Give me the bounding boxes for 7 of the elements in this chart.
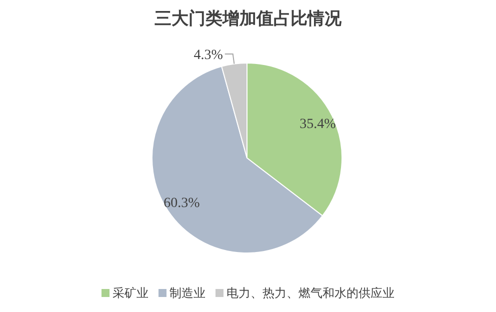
chart-title: 三大门类增加值占比情况 bbox=[154, 9, 342, 28]
data-label: 35.4% bbox=[300, 117, 336, 132]
legend-label: 制造业 bbox=[170, 286, 206, 300]
data-label: 60.3% bbox=[164, 196, 200, 212]
legend-label: 采矿业 bbox=[112, 286, 148, 300]
legend-label: 电力、热力、燃气和水的供应业 bbox=[226, 286, 394, 300]
data-label: 4.3% bbox=[194, 48, 224, 63]
